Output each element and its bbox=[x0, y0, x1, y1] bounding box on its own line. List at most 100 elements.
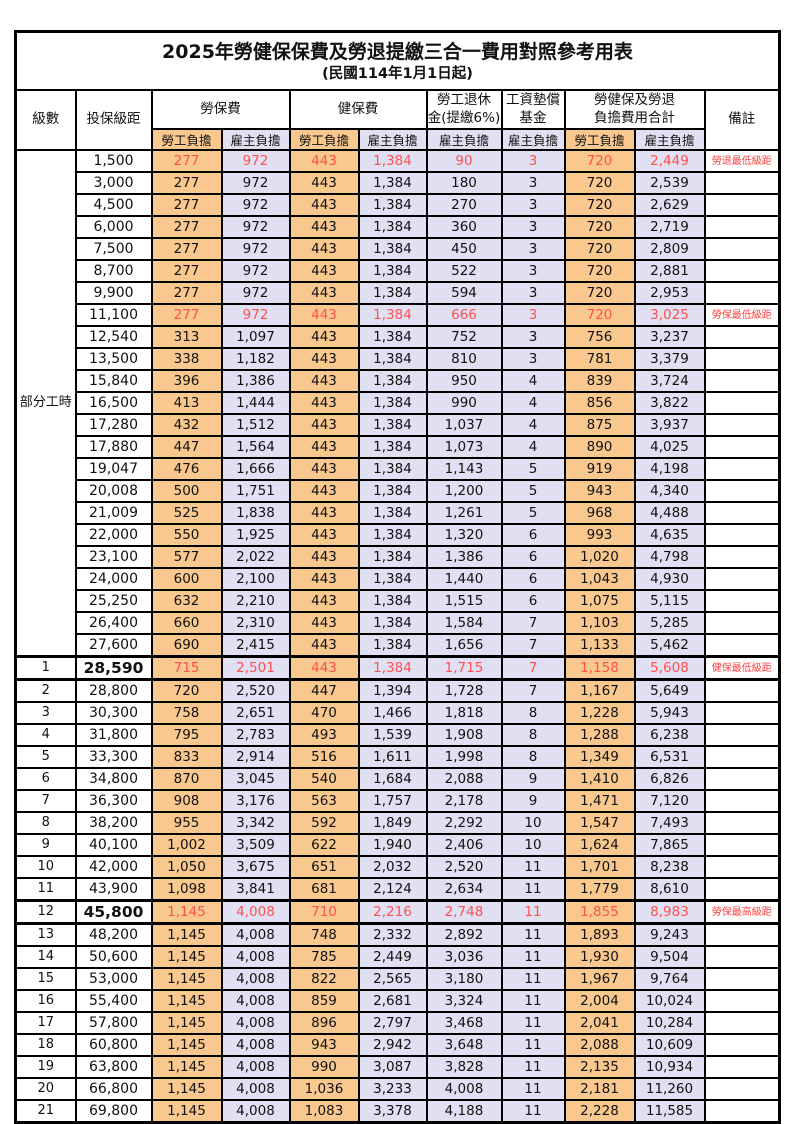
remark-cell bbox=[703, 789, 781, 813]
value-cell: 4,008 bbox=[220, 1055, 291, 1079]
bracket-cell: 36,300 bbox=[74, 789, 153, 813]
value-cell: 752 bbox=[425, 325, 503, 349]
remark-cell bbox=[703, 435, 781, 459]
value-cell: 990 bbox=[288, 1055, 360, 1079]
value-cell: 2,501 bbox=[220, 655, 291, 681]
table-row: 9 40,100 1,002 3,509 622 1,940 2,406 10 1,624 7,8… bbox=[14, 833, 781, 857]
value-cell: 2,406 bbox=[425, 833, 503, 857]
bracket-cell: 24,000 bbox=[74, 567, 153, 591]
table-row: 1 28,590 715 2,501 443 1,384 1,715 7 1,158 5,608 健… bbox=[14, 655, 781, 681]
bracket-cell: 30,300 bbox=[74, 701, 153, 725]
header-wage-fund: 工資墊償 基金 bbox=[500, 89, 566, 130]
value-cell: 972 bbox=[220, 281, 291, 305]
value-cell: 1,908 bbox=[425, 723, 503, 747]
value-cell: 2,181 bbox=[563, 1077, 636, 1101]
value-cell: 681 bbox=[288, 877, 360, 902]
header-burden-row: 勞工負擔 雇主負擔 勞工負擔 雇主負擔 雇主負擔 雇主負擔 勞工負擔 雇主負擔 bbox=[16, 128, 780, 151]
value-cell: 1,394 bbox=[357, 678, 428, 703]
value-cell: 1,182 bbox=[220, 347, 291, 371]
value-cell: 4,025 bbox=[633, 435, 706, 459]
value-cell: 313 bbox=[150, 325, 223, 349]
remark-cell bbox=[703, 215, 781, 239]
value-cell: 781 bbox=[563, 347, 636, 371]
value-cell: 2,135 bbox=[563, 1055, 636, 1079]
value-cell: 1,050 bbox=[150, 855, 223, 879]
value-cell: 3 bbox=[500, 281, 566, 305]
value-cell: 1,666 bbox=[220, 457, 291, 481]
value-cell: 9,243 bbox=[633, 922, 706, 947]
table-row: 24,000 600 2,100 443 1,384 1,440 6 1,043 4,930 bbox=[16, 567, 781, 591]
value-cell: 1,384 bbox=[357, 369, 428, 393]
value-cell: 563 bbox=[288, 789, 360, 813]
value-cell: 7,865 bbox=[633, 833, 706, 857]
table-row: 19,047 476 1,666 443 1,384 1,143 5 919 4,198 bbox=[16, 457, 781, 481]
bracket-cell: 19,047 bbox=[74, 457, 153, 481]
value-cell: 1,384 bbox=[357, 215, 428, 239]
header-labor-employer: 雇主負擔 bbox=[220, 128, 291, 151]
value-cell: 1,167 bbox=[563, 678, 636, 703]
value-cell: 600 bbox=[150, 567, 223, 591]
value-cell: 720 bbox=[563, 303, 636, 327]
value-cell: 2,210 bbox=[220, 589, 291, 613]
value-cell: 447 bbox=[150, 435, 223, 459]
remark-cell bbox=[703, 877, 781, 902]
value-cell: 4 bbox=[500, 369, 566, 393]
value-cell: 1,384 bbox=[357, 259, 428, 283]
table-row: 22,000 550 1,925 443 1,384 1,320 6 993 4,635 bbox=[16, 523, 781, 547]
table-row: 3 30,300 758 2,651 470 1,466 1,818 8 1,228 5,943 bbox=[14, 701, 781, 725]
value-cell: 3,237 bbox=[633, 325, 706, 349]
value-cell: 1,145 bbox=[150, 1011, 223, 1035]
value-cell: 443 bbox=[288, 391, 360, 415]
value-cell: 3,822 bbox=[633, 391, 706, 415]
value-cell: 1,855 bbox=[563, 899, 636, 925]
value-cell: 3,379 bbox=[633, 347, 706, 371]
value-cell: 6 bbox=[500, 545, 566, 569]
value-cell: 660 bbox=[150, 611, 223, 635]
value-cell: 9 bbox=[500, 789, 566, 813]
bracket-cell: 57,800 bbox=[74, 1011, 153, 1035]
value-cell: 720 bbox=[563, 215, 636, 239]
remark-cell bbox=[703, 325, 781, 349]
level-cell: 17 bbox=[14, 1011, 77, 1035]
value-cell: 3,828 bbox=[425, 1055, 503, 1079]
value-cell: 11,260 bbox=[633, 1077, 706, 1101]
value-cell: 758 bbox=[150, 701, 223, 725]
value-cell: 11 bbox=[500, 1033, 566, 1057]
value-cell: 3,324 bbox=[425, 989, 503, 1013]
value-cell: 4 bbox=[500, 435, 566, 459]
value-cell: 2,809 bbox=[633, 237, 706, 261]
table-row: 21,009 525 1,838 443 1,384 1,261 5 968 4,488 bbox=[16, 501, 781, 525]
value-cell: 833 bbox=[150, 745, 223, 769]
value-cell: 1,967 bbox=[563, 967, 636, 991]
value-cell: 9,504 bbox=[633, 945, 706, 969]
value-cell: 443 bbox=[288, 281, 360, 305]
value-cell: 720 bbox=[563, 149, 636, 173]
value-cell: 2,797 bbox=[357, 1011, 428, 1035]
level-cell: 5 bbox=[14, 745, 77, 769]
value-cell: 3,841 bbox=[220, 877, 291, 902]
remark-cell: 勞保最高級距 bbox=[703, 899, 781, 925]
table-row: 26,400 660 2,310 443 1,384 1,584 7 1,103 5,285 bbox=[16, 611, 781, 635]
remark-cell bbox=[703, 1055, 781, 1079]
value-cell: 277 bbox=[150, 281, 223, 305]
table-row: 3,000 277 972 443 1,384 180 3 720 2,539 bbox=[16, 171, 781, 195]
value-cell: 1,020 bbox=[563, 545, 636, 569]
value-cell: 443 bbox=[288, 149, 360, 173]
value-cell: 1,384 bbox=[357, 281, 428, 305]
value-cell: 1,103 bbox=[563, 611, 636, 635]
value-cell: 11,585 bbox=[633, 1099, 706, 1124]
value-cell: 1,288 bbox=[563, 723, 636, 747]
reference-sheet: 2025年勞健保保費及勞退提繳三合一費用對照參考用表 (民國114年1月1日起)… bbox=[14, 30, 781, 1124]
value-cell: 1,158 bbox=[563, 655, 636, 681]
value-cell: 622 bbox=[288, 833, 360, 857]
header-level: 級數 bbox=[14, 89, 77, 151]
value-cell: 1,384 bbox=[357, 655, 428, 681]
value-cell: 720 bbox=[563, 193, 636, 217]
value-cell: 1,779 bbox=[563, 877, 636, 902]
bracket-cell: 11,100 bbox=[74, 303, 153, 327]
value-cell: 1,384 bbox=[357, 611, 428, 635]
value-cell: 5,649 bbox=[633, 678, 706, 703]
value-cell: 1,584 bbox=[425, 611, 503, 635]
value-cell: 443 bbox=[288, 479, 360, 503]
bracket-cell: 63,800 bbox=[74, 1055, 153, 1079]
